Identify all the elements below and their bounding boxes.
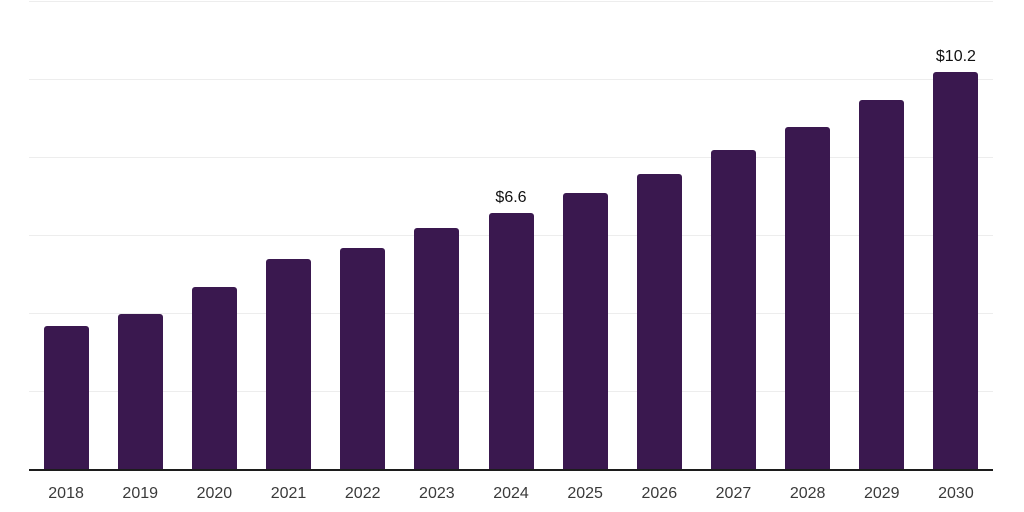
x-tick-label-2021: 2021 [270,485,307,502]
x-tick-label-2030: 2030 [938,485,974,502]
x-axis-line [29,469,993,471]
bar-2024 [488,212,534,470]
x-tick-label-2026: 2026 [641,485,678,502]
x-tick-label-2027: 2027 [715,485,752,502]
bar-2029 [859,99,905,470]
x-tick-label-2020: 2020 [196,485,233,502]
x-tick-label-2025: 2025 [567,485,603,502]
gridline-y-8 [29,157,993,158]
gridline-y-12 [29,1,993,2]
x-tick-label-2019: 2019 [122,485,159,502]
x-tick-label-2028: 2028 [789,485,826,502]
bar-2025 [562,193,608,470]
bar-2030 [933,72,979,470]
x-tick-label-2022: 2022 [344,485,381,502]
data-label-2030: $10.2 [935,48,976,66]
bar-2027 [710,150,756,470]
x-tick-label-2024: 2024 [493,485,529,502]
bar-2023 [414,228,460,470]
gridline-y-10 [29,79,993,80]
bar-2021 [266,259,312,470]
bar-2028 [785,126,831,470]
bar-2022 [340,247,386,470]
bar-2019 [117,314,163,470]
data-label-2024: $6.6 [495,188,527,206]
x-tick-label-2029: 2029 [863,485,900,502]
bar-2018 [43,325,89,470]
bar-2026 [636,173,682,470]
x-tick-label-2023: 2023 [419,485,455,502]
bar-2020 [191,286,237,470]
plot-area: $6.6 $10.2 [29,1,993,470]
x-tick-label-2018: 2018 [48,485,84,502]
